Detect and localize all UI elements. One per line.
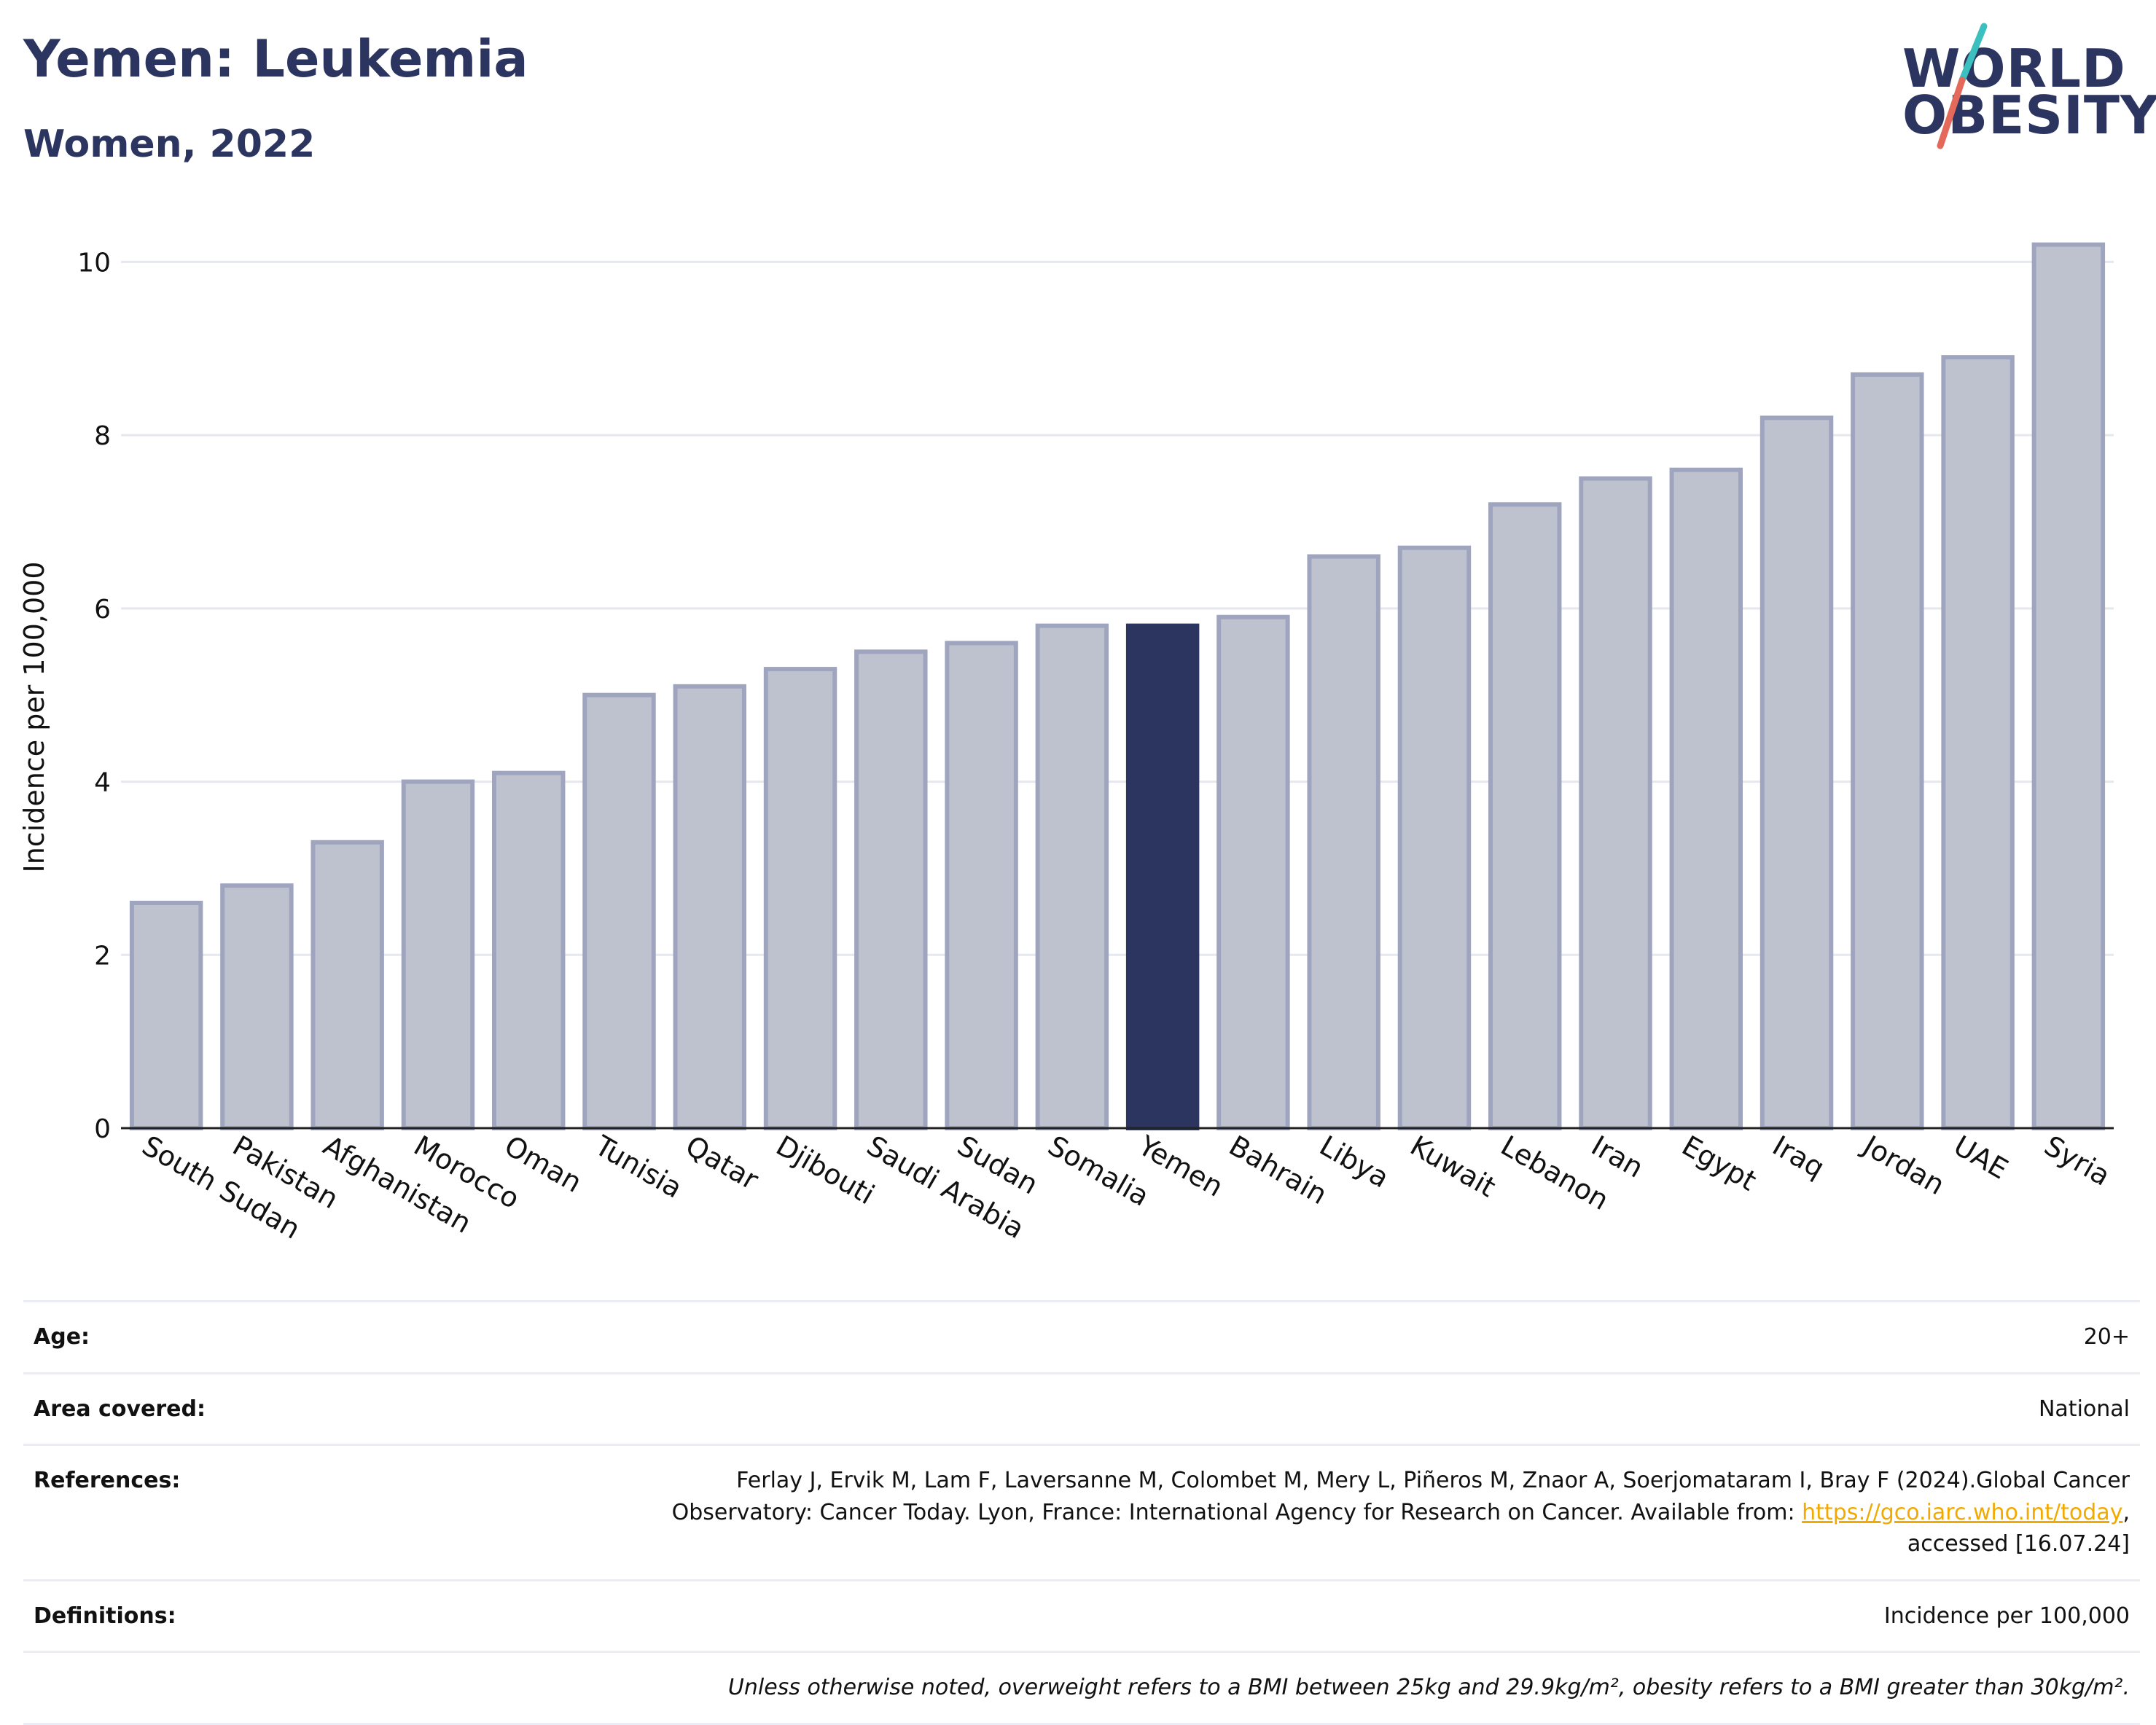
y-tick-label: 2 (94, 941, 111, 971)
bar-egypt (1669, 467, 1743, 1130)
x-tick-label: Qatar (680, 1130, 764, 1197)
y-tick-label: 6 (94, 595, 111, 625)
reference-text-1: Ferlay J, Ervik M, Lam F, Laversanne M, … (736, 1468, 2130, 1493)
x-tick-label: Syria (2039, 1130, 2115, 1192)
x-tick-label: Kuwait (1405, 1130, 1501, 1204)
meta-row-definitions: Definitions: Incidence per 100,000 (23, 1579, 2140, 1652)
x-tick-label: UAE (1948, 1130, 2013, 1186)
page-subtitle: Women, 2022 (23, 122, 316, 166)
y-tick-label: 8 (94, 421, 111, 451)
bar-kuwait (1397, 545, 1472, 1130)
bar-uae (1941, 355, 2015, 1131)
x-tick-label: Tunisia (589, 1129, 687, 1205)
bar-syria (2031, 242, 2106, 1131)
y-tick-label: 10 (77, 248, 111, 278)
reference-comma: , (2122, 1499, 2130, 1525)
x-tick-label: Egypt (1676, 1130, 1762, 1197)
bar-bahrain (1216, 614, 1290, 1130)
bar-libya (1307, 554, 1380, 1130)
meta-row-age: Age: 20+ (23, 1300, 2140, 1373)
bar-djibouti (763, 667, 837, 1130)
x-tick-label: Djibouti (771, 1130, 880, 1211)
logo-slash-icon (1937, 23, 1988, 149)
bar-lebanon (1488, 502, 1562, 1130)
bar-yemen (1125, 623, 1200, 1130)
meta-label-age: Age: (23, 1300, 481, 1373)
world-obesity-logo: WORLD OBESITY (1902, 20, 2156, 152)
meta-value-references: Ferlay J, Ervik M, Lam F, Laversanne M, … (481, 1444, 2140, 1580)
x-tick-labels: South SudanPakistanAfghanistanMoroccoOma… (137, 1129, 2116, 1245)
meta-row-area: Area covered: National (23, 1372, 2140, 1445)
y-tick-label: 4 (94, 768, 111, 798)
bar-qatar (673, 684, 746, 1130)
meta-value-definitions: Incidence per 100,000 (481, 1579, 2140, 1652)
bar-oman (492, 770, 566, 1131)
meta-label-definitions: Definitions: (23, 1579, 481, 1652)
bar-iraq (1759, 415, 1834, 1131)
logo-line-1: WORLD (1902, 38, 2126, 99)
meta-label-area: Area covered: (23, 1372, 481, 1445)
meta-value-area: National (481, 1372, 2140, 1445)
page-title: Yemen: Leukemia (23, 29, 528, 89)
meta-label-references: References: (23, 1444, 481, 1580)
bar-morocco (401, 779, 475, 1130)
bar-pakistan (220, 883, 294, 1130)
bar-iran (1579, 476, 1652, 1131)
bar-south-sudan (129, 900, 203, 1130)
meta-label-note (23, 1651, 481, 1725)
x-tick-label: Somalia (1042, 1130, 1155, 1213)
bar-chart: 0 2 4 6 8 10 South SudanPakistanAfghanistanMo… (18, 242, 2116, 1245)
bar-afghanistan (310, 840, 384, 1130)
bar-sudan (945, 641, 1018, 1130)
x-tick-label: Iran (1586, 1130, 1649, 1184)
bar-jordan (1851, 372, 1924, 1130)
meta-row-note: Unless otherwise noted, overweight refer… (23, 1651, 2140, 1725)
x-tick-label: Jordan (1856, 1129, 1950, 1202)
bar-somalia (1035, 623, 1109, 1130)
reference-link[interactable]: https://gco.iarc.who.int/today (1802, 1499, 2123, 1525)
reference-text-3: accessed [16.07.24] (1907, 1531, 2130, 1557)
reference-text-2: Observatory: Cancer Today. Lyon, France:… (671, 1499, 1802, 1525)
bar-saudi-arabia (854, 649, 928, 1130)
y-axis-label: Incidence per 100,000 (18, 561, 50, 872)
meta-value-age: 20+ (481, 1300, 2140, 1373)
y-tick-labels: 0 2 4 6 8 10 (77, 248, 111, 1144)
y-tick-label: 0 (94, 1114, 111, 1144)
x-tick-label: Iraq (1768, 1130, 1830, 1184)
bar-tunisia (582, 692, 656, 1130)
bars (129, 242, 2106, 1131)
x-tick-label: Bahrain (1224, 1130, 1332, 1211)
metadata-table: Age: 20+ Area covered: National Referenc… (23, 1300, 2140, 1725)
meta-row-references: References: Ferlay J, Ervik M, Lam F, La… (23, 1444, 2140, 1580)
meta-value-note: Unless otherwise noted, overweight refer… (481, 1651, 2140, 1725)
